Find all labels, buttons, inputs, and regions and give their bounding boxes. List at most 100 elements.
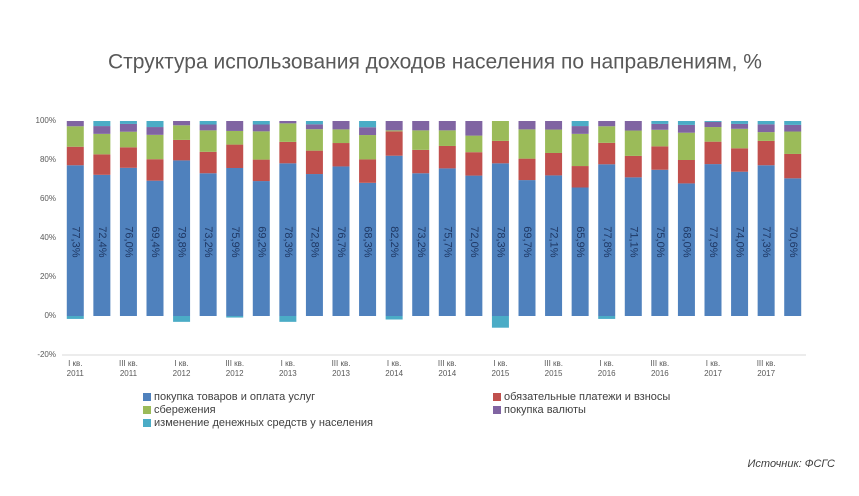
bar-segment [226, 130, 244, 145]
data-label: 74,0% [734, 226, 746, 257]
bar-segment [465, 135, 483, 153]
x-tick-label: III кв. 2015 [544, 359, 563, 378]
bar-segment [784, 131, 802, 154]
bar-segment [677, 160, 695, 184]
bar-segment [359, 159, 377, 183]
bar-segment [677, 183, 695, 316]
bar-segment [571, 126, 589, 134]
bar-segment [598, 316, 616, 319]
bar-segment [677, 132, 695, 160]
bar-segment [332, 166, 350, 316]
bar-segment [359, 127, 377, 136]
bar-segment [704, 141, 722, 165]
bar-segment [226, 144, 244, 168]
x-tick-label: I кв. 2016 [597, 359, 616, 378]
bar-segment [784, 178, 802, 316]
x-tick-label: I кв. 2012 [172, 359, 191, 378]
bar-segment [545, 152, 563, 176]
bar-segment [119, 147, 137, 168]
bar-segment [359, 135, 377, 160]
bar-segment [385, 130, 403, 132]
x-tick-label: III кв. 2016 [650, 359, 670, 378]
data-label: 72,1% [548, 226, 560, 257]
bar-segment [199, 173, 217, 316]
bar-segment [465, 175, 483, 316]
x-tick-label: III кв. 2014 [437, 359, 457, 378]
bar-segment [119, 123, 137, 132]
bar-segment [279, 163, 297, 316]
bar-segment [571, 187, 589, 316]
bar-segment [784, 153, 802, 179]
bar-segment [332, 129, 350, 144]
bar-segment [757, 165, 775, 316]
bar-segment [518, 121, 536, 130]
bar-segment [385, 155, 403, 316]
data-label: 72,0% [468, 226, 480, 257]
x-tick-label: I кв. 2013 [278, 359, 297, 378]
source: Источник: ФСГС [748, 458, 836, 470]
legend-swatch [493, 406, 501, 414]
data-label: 73,2% [202, 226, 214, 257]
bar-segment [385, 131, 403, 156]
bar-segment [93, 174, 111, 316]
bar-segment [757, 140, 775, 166]
x-tick-label: I кв. 2015 [491, 359, 510, 378]
bar-segment [704, 127, 722, 142]
bar-segment [757, 124, 775, 133]
bar-segment [677, 124, 695, 133]
bar-segment [332, 143, 350, 167]
bar-segment [93, 133, 111, 155]
bar-segment [119, 167, 137, 316]
data-label: 71,1% [627, 226, 639, 257]
bar-segment [93, 154, 111, 175]
bar-segment [518, 158, 536, 181]
bar-segment [624, 130, 642, 156]
bar-segment [66, 146, 84, 166]
data-label: 76,7% [335, 226, 347, 257]
data-label: 75,0% [654, 226, 666, 257]
bar-segment [491, 316, 509, 328]
legend-label: покупка товаров и оплата услуг [154, 391, 315, 403]
bar-segment [66, 121, 84, 127]
bar-segment [518, 129, 536, 159]
bar-segment [465, 152, 483, 176]
bar-segment [651, 129, 669, 147]
bar-segment [385, 316, 403, 320]
bar-segment [412, 130, 430, 150]
bar-segment [624, 121, 642, 131]
data-label: 69,4% [149, 226, 161, 257]
bar-segment [226, 121, 244, 131]
legend-label: изменение денежных средств у населения [154, 417, 373, 429]
bar-segment [119, 121, 137, 124]
bar-segment [359, 182, 377, 316]
x-tick-label: I кв. 2014 [385, 359, 404, 378]
bar-segment [624, 177, 642, 316]
bar-segment [252, 121, 270, 125]
bar-segment [359, 121, 377, 128]
bar-segment [173, 125, 191, 140]
bar-segment [704, 121, 722, 122]
bar-segment [704, 164, 722, 316]
bar-segment [305, 121, 323, 125]
data-label: 65,9% [574, 226, 586, 257]
bar-segment [279, 141, 297, 164]
legend-swatch [493, 393, 501, 401]
bar-segment [252, 131, 270, 160]
legend-swatch [143, 393, 151, 401]
bar-segment [146, 180, 164, 316]
bar-segment [146, 134, 164, 160]
bar-segment [173, 160, 191, 316]
bar-segment [677, 121, 695, 125]
bar-segment [412, 173, 430, 316]
x-tick-label: I кв. 2011 [66, 359, 84, 378]
bar-segment [305, 174, 323, 316]
bar-segment [93, 121, 111, 127]
bar-segment [651, 146, 669, 170]
bar-segment [731, 123, 749, 129]
bar-segment [598, 164, 616, 316]
data-label: 78,3% [495, 226, 507, 257]
bar-segment [465, 121, 483, 136]
chart-title: Структура использования доходов населени… [108, 51, 762, 74]
bar-segment [66, 165, 84, 316]
data-label: 70,6% [787, 226, 799, 257]
